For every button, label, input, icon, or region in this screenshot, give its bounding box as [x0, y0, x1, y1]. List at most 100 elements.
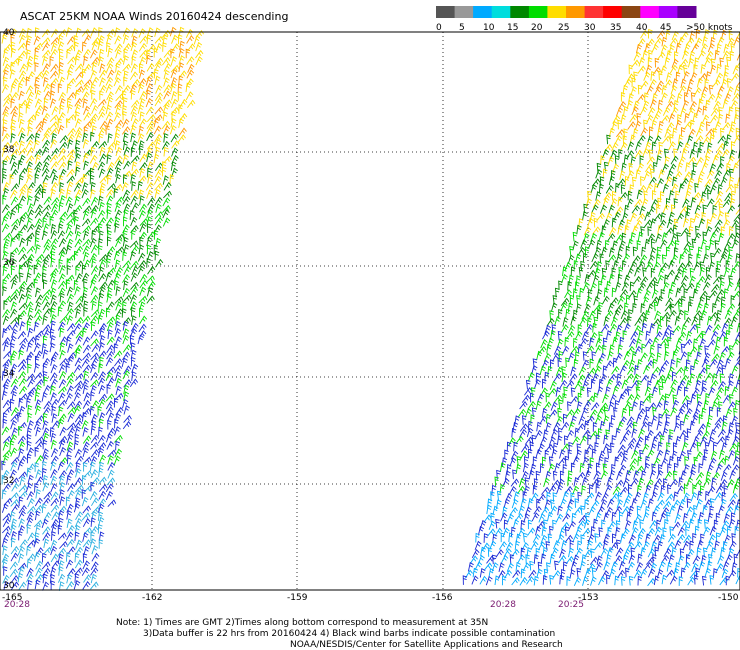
wind-barb [146, 250, 154, 261]
wind-barb [535, 448, 542, 459]
wind-barb [621, 281, 630, 291]
wind-barb [595, 561, 603, 571]
wind-barb [487, 528, 496, 537]
wind-barb [702, 526, 711, 536]
wind-barb [691, 170, 697, 180]
wind-barb [10, 98, 16, 108]
wind-barb [82, 327, 88, 338]
wind-barb [707, 339, 716, 348]
wind-barb [89, 405, 95, 416]
wind-barb [633, 71, 638, 82]
wind-barb [139, 203, 147, 213]
wind-barb [114, 209, 123, 219]
wind-barb [729, 443, 738, 452]
wind-barb [718, 113, 724, 124]
wind-barb [58, 470, 67, 479]
wind-barb [67, 483, 76, 492]
wind-barb [130, 155, 140, 163]
wind-barb [695, 29, 701, 39]
wind-barb [614, 155, 620, 165]
wind-barb [66, 503, 74, 513]
wind-barb [154, 168, 163, 178]
wind-barb [74, 250, 79, 261]
wind-barb [602, 443, 610, 453]
wind-barb [146, 89, 152, 100]
wind-barb [50, 238, 59, 247]
wind-barb [703, 477, 712, 487]
wind-barb [627, 315, 632, 326]
wind-barb [577, 247, 586, 256]
wind-barb [669, 575, 678, 585]
wind-barb [532, 533, 541, 543]
wind-barb [650, 267, 656, 278]
wind-barb [687, 177, 695, 188]
wind-barb [574, 427, 580, 438]
wind-barb [17, 330, 26, 340]
wind-barb [649, 322, 656, 333]
wind-barb [26, 49, 32, 59]
wind-barb [122, 370, 131, 380]
wind-barb [552, 352, 560, 362]
wind-barb [733, 553, 739, 564]
wind-barb [728, 225, 734, 236]
wind-barb [114, 140, 121, 150]
wind-barb [613, 407, 618, 417]
wind-barb [698, 345, 703, 355]
wind-barb [42, 42, 50, 52]
wind-barb [90, 391, 95, 402]
wind-barb [137, 334, 144, 345]
wind-barb [522, 562, 531, 572]
wind-barb [600, 498, 608, 509]
wind-barb [698, 50, 706, 60]
wind-barb [704, 57, 712, 67]
wind-barb [635, 465, 645, 474]
wind-barb [530, 541, 539, 550]
wind-barb [49, 372, 58, 382]
wind-barb [187, 99, 196, 108]
wind-barb [155, 203, 162, 213]
wind-barb [678, 155, 686, 166]
wind-barb [25, 155, 35, 164]
wind-barb [719, 479, 728, 488]
wind-barb [586, 387, 592, 397]
wind-barb [59, 336, 68, 346]
wind-barb [664, 471, 673, 480]
wind-barb [82, 344, 91, 354]
wind-barb [114, 328, 122, 338]
wind-barb [114, 100, 123, 109]
wind-barb [145, 97, 153, 108]
wind-barb [99, 327, 106, 338]
wind-barb [669, 526, 674, 536]
wind-barb [82, 364, 92, 373]
wind-barb [19, 224, 28, 233]
wind-barb [684, 260, 693, 270]
wind-barb [89, 189, 96, 199]
wind-barb [579, 287, 585, 298]
wind-barb [677, 379, 686, 389]
wind-barb [139, 90, 147, 100]
wind-barb [606, 554, 612, 564]
wind-barb [697, 177, 703, 187]
wind-barb [81, 91, 90, 101]
wind-barb [560, 302, 568, 312]
wind-barb [2, 309, 11, 318]
wind-barb [67, 160, 73, 170]
wind-barb [653, 431, 663, 440]
wind-barb [99, 84, 107, 94]
footnote-line-2: 3)Data buffer is 22 hrs from 20160424 4)… [143, 629, 556, 639]
wind-barb [540, 534, 548, 545]
wind-barb [625, 469, 632, 480]
wind-barb [647, 226, 652, 236]
wind-barb [27, 119, 34, 129]
wind-barb [522, 491, 528, 501]
wind-barb [50, 363, 58, 374]
wind-barb [649, 393, 654, 403]
wind-barb [622, 253, 631, 263]
wind-barb [672, 399, 680, 410]
wind-barb [18, 397, 24, 408]
wind-barb [34, 462, 40, 472]
wind-barb [705, 295, 711, 306]
wind-barb [632, 255, 641, 264]
wind-barb [704, 29, 710, 39]
wind-barb [177, 91, 183, 101]
